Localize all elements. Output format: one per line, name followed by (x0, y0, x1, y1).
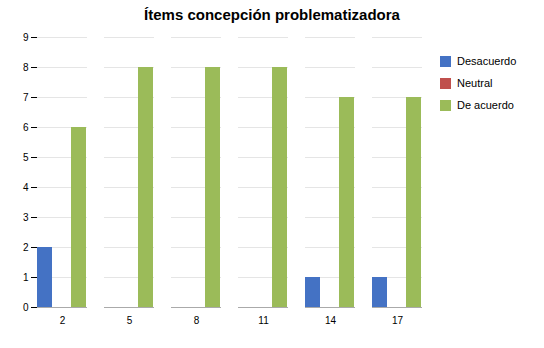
html-text:Neutral: Neutral (457, 77, 493, 89)
svg-text:3: 3 (23, 212, 29, 223)
svg-text:8: 8 (194, 315, 200, 326)
html-text:Ítems concepción problematizad: Ítems concepción problematizadora (144, 6, 400, 23)
html-text:De acuerdo: De acuerdo (457, 99, 514, 111)
svg-text:2: 2 (23, 242, 29, 253)
html-text:Desacuerdo: Desacuerdo (457, 55, 517, 67)
svg-text:5: 5 (127, 315, 133, 326)
svg-text:5: 5 (23, 152, 29, 163)
svg-text:8: 8 (23, 62, 29, 73)
svg-text:2: 2 (60, 315, 66, 326)
svg-text:1: 1 (23, 272, 29, 283)
svg-text:11: 11 (258, 315, 269, 326)
svg-text:4: 4 (23, 182, 29, 193)
svg-text:9: 9 (23, 32, 29, 43)
svg-text:6: 6 (23, 122, 29, 133)
svg-text:14: 14 (325, 315, 337, 326)
svg-text:0: 0 (23, 302, 29, 313)
svg-text:7: 7 (23, 92, 29, 103)
svg-text:17: 17 (392, 315, 404, 326)
